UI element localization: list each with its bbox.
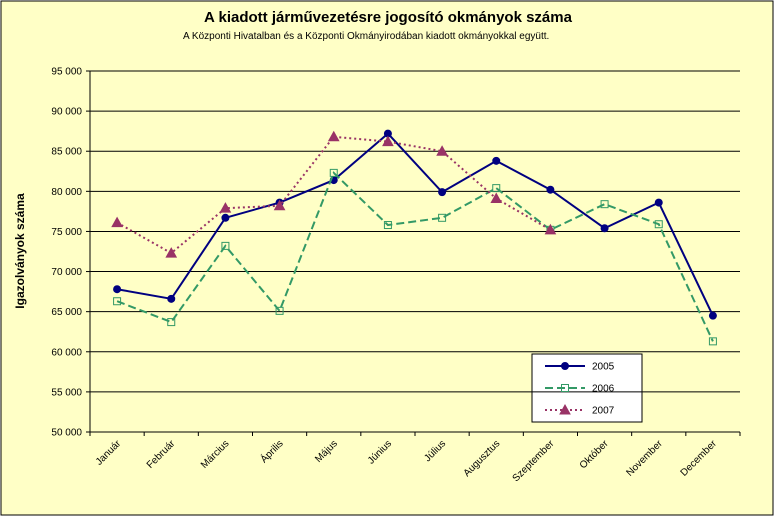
y-tick-label: 60 000 (51, 347, 82, 358)
y-axis-label: Igazolványok száma (13, 193, 27, 309)
data-point (382, 135, 394, 147)
data-point (492, 184, 501, 193)
series-line (116, 135, 551, 255)
series-line (116, 132, 714, 317)
data-point (492, 156, 501, 165)
y-tick-label: 65 000 (51, 307, 82, 318)
data-point (113, 297, 122, 306)
legend-marker (561, 384, 569, 392)
data-point (219, 202, 232, 213)
data-point (600, 224, 609, 233)
data-point (327, 130, 340, 142)
data-point (165, 247, 178, 258)
data-point (438, 213, 447, 222)
data-point (167, 318, 176, 327)
legend-marker (559, 403, 571, 415)
data-point (275, 306, 284, 315)
data-point (654, 220, 663, 229)
legend-marker (561, 362, 569, 370)
data-point (490, 192, 503, 204)
data-point (329, 168, 338, 177)
data-point (167, 294, 176, 303)
y-tick-label: 50 000 (51, 428, 82, 439)
y-tick-label: 70 000 (51, 267, 82, 278)
data-point (383, 221, 392, 230)
y-tick-label: 55 000 (51, 387, 82, 398)
data-point (600, 200, 609, 209)
y-tick-label: 90 000 (51, 107, 82, 118)
data-point (654, 198, 663, 207)
data-point (221, 241, 230, 250)
data-point (436, 145, 448, 156)
chart-subtitle: A Központi Hivatalban és a Központi Okmá… (183, 31, 549, 42)
data-point (221, 213, 230, 222)
legend-label: 2007 (592, 406, 615, 417)
data-point (113, 285, 122, 294)
data-point (708, 337, 717, 346)
y-tick-label: 85 000 (51, 147, 82, 158)
legend-label: 2005 (592, 362, 615, 373)
chart-title: A kiadott járművezetésre jogosító okmány… (204, 9, 573, 26)
data-point (438, 188, 447, 197)
data-point (111, 216, 123, 228)
legend-label: 2006 (592, 384, 615, 395)
y-tick-label: 75 000 (51, 227, 82, 238)
series-line (116, 171, 714, 342)
y-tick-label: 80 000 (51, 187, 82, 198)
data-point (708, 311, 717, 320)
data-point (273, 199, 286, 211)
data-point (544, 223, 557, 235)
y-tick-label: 95 000 (51, 67, 82, 78)
data-point (546, 185, 555, 194)
